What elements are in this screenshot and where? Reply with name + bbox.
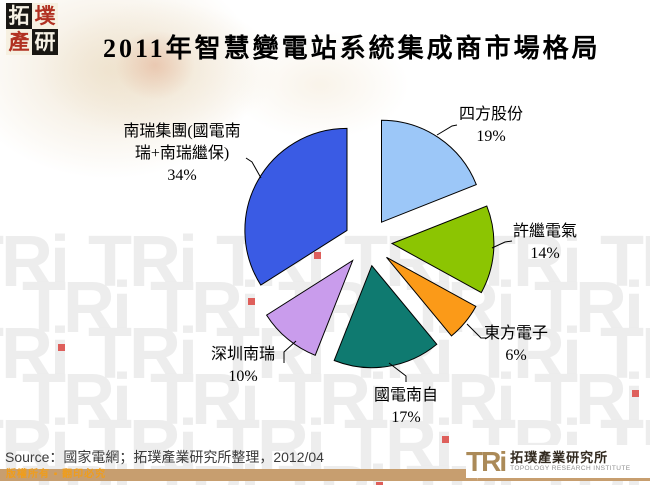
leader-line-0: [436, 124, 458, 136]
watermark-red-dot: [248, 298, 255, 305]
watermark-red-dot: [442, 436, 449, 443]
tri-logo-en: TOPOLOGY RESEARCH INSTITUTE: [510, 465, 631, 472]
page-title: 2011年智慧變電站系統集成商市場格局: [103, 34, 601, 63]
watermark-tile: TRi: [150, 268, 260, 348]
footer-rule: [478, 478, 650, 481]
watermark-red-dot: [58, 344, 65, 351]
tri-logo-abbr: TRi: [466, 445, 507, 477]
watermark-tile: TRi: [600, 222, 650, 302]
pie-slice-4: [265, 259, 354, 356]
watermark-tile: TRi: [534, 360, 644, 440]
logo-char: 墣: [32, 3, 58, 29]
watermark-tile: TRi: [22, 360, 132, 440]
leader-line-1: [491, 240, 513, 249]
watermark-tile: TRi: [150, 360, 260, 440]
pie-slice-0: [381, 119, 477, 223]
pie-slice-3: [333, 264, 438, 369]
leader-line-2: [466, 323, 487, 339]
leader-line-4: [283, 340, 297, 363]
tri-logo-cn: 拓璞產業研究所: [510, 450, 609, 465]
watermark-tile: TRi: [22, 268, 132, 348]
pie-slice-2: [386, 256, 477, 337]
watermark-tile: TRi: [88, 314, 198, 394]
watermark-red-dot: [376, 482, 383, 485]
source-note: Source：國家電網；拓璞產業研究所整理，2012/04: [5, 449, 324, 465]
watermark-red-dot: [632, 390, 639, 397]
watermark-red-dot: [314, 252, 321, 259]
watermark-tile: TRi: [88, 222, 198, 302]
watermark-tile: TRi: [600, 314, 650, 394]
topology-corner-logo: 拓 墣 產 研: [6, 3, 58, 55]
copyright-text: 版權所有 ▪ 翻印必究: [6, 469, 107, 480]
pie-slice-5: [244, 127, 348, 286]
watermark-tile: TRi: [406, 360, 516, 440]
watermark-tile: TRi: [278, 360, 388, 440]
logo-char: 拓: [6, 3, 32, 29]
watermark-tile: TRi: [0, 222, 70, 302]
tri-logo-names: 拓璞產業研究所 TOPOLOGY RESEARCH INSTITUTE: [510, 450, 630, 473]
leader-line-3: [388, 362, 407, 382]
pie-slice-1: [390, 205, 495, 294]
tri-footer-logo: TRi 拓璞產業研究所 TOPOLOGY RESEARCH INSTITUTE: [466, 445, 650, 478]
logo-char: 產: [6, 29, 32, 55]
copyright-bar: 版權所有 ▪ 翻印必究: [0, 469, 478, 481]
watermark-tile: TRi: [472, 314, 582, 394]
watermark-tile: TRi: [0, 314, 70, 394]
watermark-tile: TRi: [534, 268, 644, 348]
leader-line-5: [245, 157, 262, 179]
logo-char: 研: [32, 29, 58, 55]
